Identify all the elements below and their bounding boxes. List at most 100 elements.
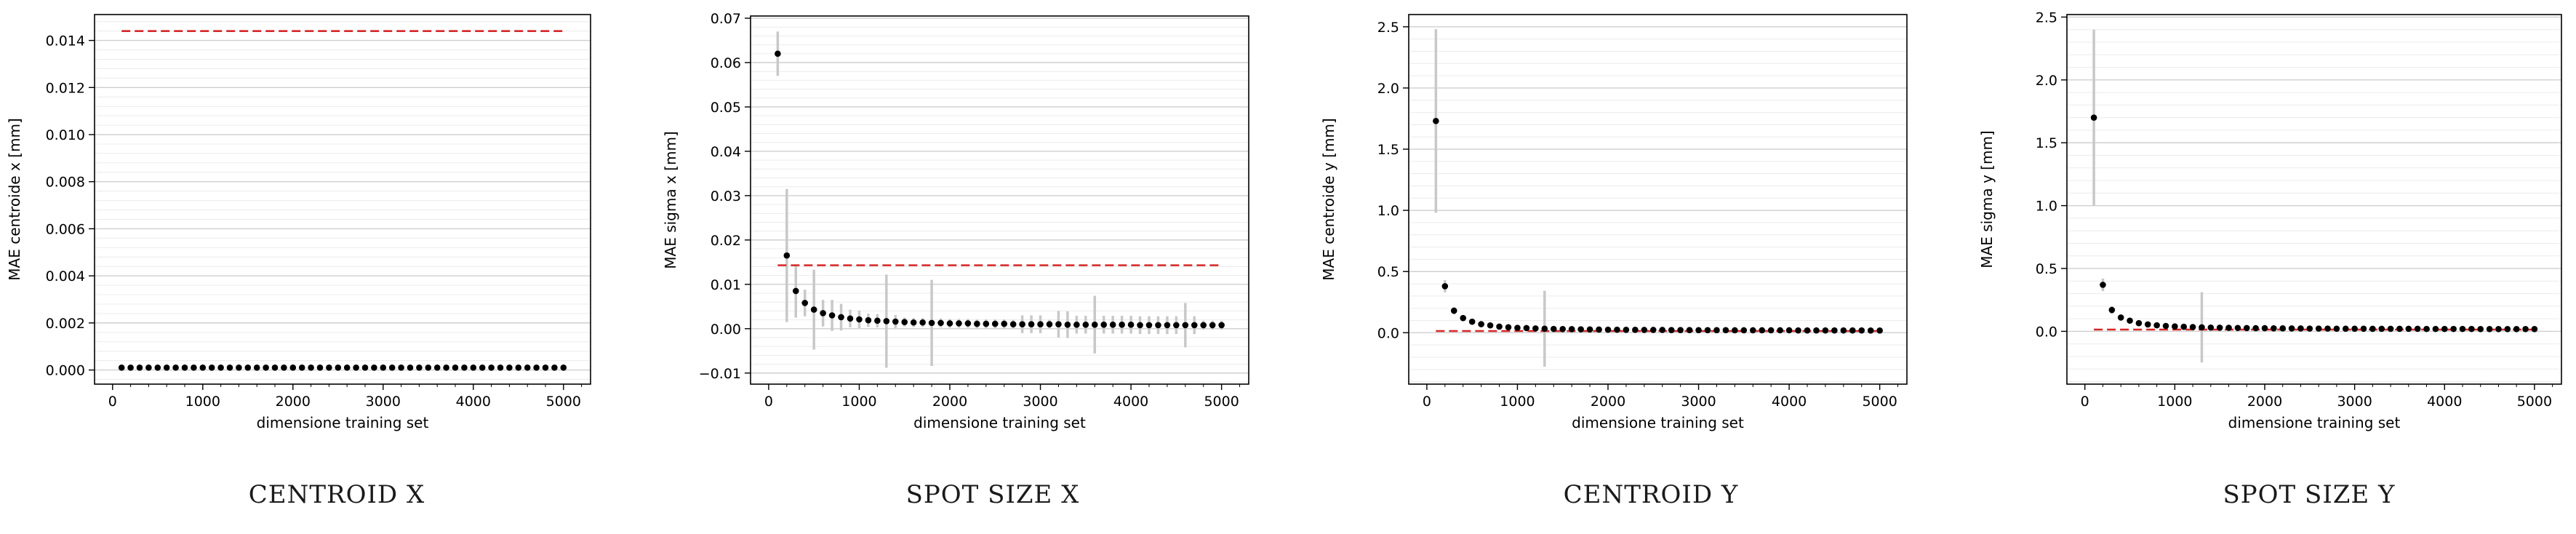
data-point <box>847 315 854 322</box>
data-point <box>1632 327 1639 333</box>
data-point <box>1064 322 1071 328</box>
data-point <box>425 364 432 371</box>
x-tick-label: 4000 <box>2427 394 2462 410</box>
data-point <box>443 364 449 371</box>
data-point <box>371 364 377 371</box>
axes-frame <box>2066 14 2562 385</box>
x-tick-label: 1000 <box>2157 394 2192 410</box>
y-tick-label: 0.012 <box>46 80 85 96</box>
y-tick-label: 0.006 <box>46 221 85 237</box>
data-point <box>2271 324 2277 332</box>
data-point <box>217 364 224 371</box>
data-point <box>199 364 207 371</box>
y-tick-label: 2.5 <box>1377 20 1399 36</box>
data-point <box>2108 306 2116 314</box>
data-point <box>2100 282 2106 288</box>
data-point <box>2144 321 2151 328</box>
data-point <box>2252 324 2259 332</box>
data-point <box>1046 321 1053 327</box>
data-point <box>1813 327 1820 334</box>
data-point <box>2199 324 2205 331</box>
data-point <box>1713 327 1720 334</box>
y-axis-label: MAE sigma x [mm] <box>662 131 679 268</box>
data-point <box>1649 327 1657 333</box>
y-axis-label: MAE sigma y [mm] <box>1978 130 1996 268</box>
data-point <box>2135 319 2143 327</box>
data-point <box>838 314 844 321</box>
data-point <box>1478 321 1484 327</box>
y-tick-label: 0.00 <box>711 322 741 338</box>
x-tick-label: 4000 <box>456 394 491 410</box>
y-tick-label: 2.0 <box>2036 73 2057 89</box>
data-point <box>542 364 549 371</box>
y-tick-label: 0.004 <box>46 268 85 284</box>
data-point <box>2450 325 2457 332</box>
data-point <box>127 364 134 371</box>
y-tick-label: 0.010 <box>46 127 85 143</box>
data-point <box>1191 322 1198 329</box>
data-point <box>1614 326 1620 333</box>
data-point <box>407 364 414 371</box>
data-point <box>1559 326 1567 332</box>
plot-area <box>775 31 1225 368</box>
data-point <box>479 364 486 371</box>
data-point <box>1164 322 1171 329</box>
data-point <box>461 364 468 371</box>
data-point <box>1767 327 1775 334</box>
data-point <box>1641 327 1648 333</box>
data-point <box>2378 325 2385 332</box>
data-point <box>2486 326 2493 332</box>
data-point <box>2153 322 2160 329</box>
data-point <box>488 364 495 371</box>
data-point <box>820 310 826 316</box>
data-point <box>1795 327 1801 334</box>
data-point <box>1568 326 1575 332</box>
data-point <box>2279 324 2287 332</box>
data-point <box>343 364 351 371</box>
data-point <box>191 364 197 371</box>
data-point <box>452 364 459 371</box>
x-tick-label: 2000 <box>1591 394 1625 410</box>
y-tick-label: 1.5 <box>1377 142 1399 158</box>
x-tick-label: 0 <box>764 394 773 410</box>
data-point <box>1785 327 1793 334</box>
data-point <box>2297 325 2304 332</box>
data-point <box>1523 324 1530 332</box>
data-point <box>263 364 269 371</box>
data-point <box>236 364 242 371</box>
data-point <box>1496 323 1503 330</box>
data-point <box>919 319 926 326</box>
x-tick-label: 4000 <box>1113 394 1148 410</box>
data-point <box>2513 326 2520 332</box>
data-point <box>1091 322 1098 328</box>
data-point <box>1876 327 1883 334</box>
data-point <box>1550 325 1557 332</box>
y-tick-label: 0.0 <box>2036 324 2057 340</box>
data-point <box>388 364 396 371</box>
data-point <box>1487 322 1494 329</box>
data-point <box>1849 327 1856 334</box>
data-point <box>956 320 962 327</box>
data-point <box>2459 325 2466 332</box>
data-point <box>136 364 143 371</box>
data-point <box>2432 325 2439 332</box>
x-axis-label: dimensione training set <box>2228 414 2401 431</box>
data-point <box>1867 327 1874 334</box>
data-point <box>1450 307 1457 314</box>
chart-panel-1: 0 1000 2000 3000 4000 5000 0.000 0.002 0.004 0.00… <box>6 14 591 431</box>
data-point <box>2351 325 2358 332</box>
data-point <box>353 364 359 371</box>
data-point <box>1100 322 1108 328</box>
data-point <box>271 364 279 371</box>
data-point <box>506 364 513 371</box>
data-point <box>983 320 990 327</box>
data-point <box>1460 314 1467 322</box>
data-point <box>1695 327 1702 334</box>
y-tick-label: 0.04 <box>711 144 741 160</box>
y-tick-label: 0.0 <box>1377 325 1399 341</box>
caption-centroid-x: CENTROID X <box>248 480 425 509</box>
data-point <box>2315 325 2322 332</box>
data-point <box>2396 325 2403 332</box>
data-point <box>2180 323 2188 330</box>
data-point <box>792 287 799 295</box>
